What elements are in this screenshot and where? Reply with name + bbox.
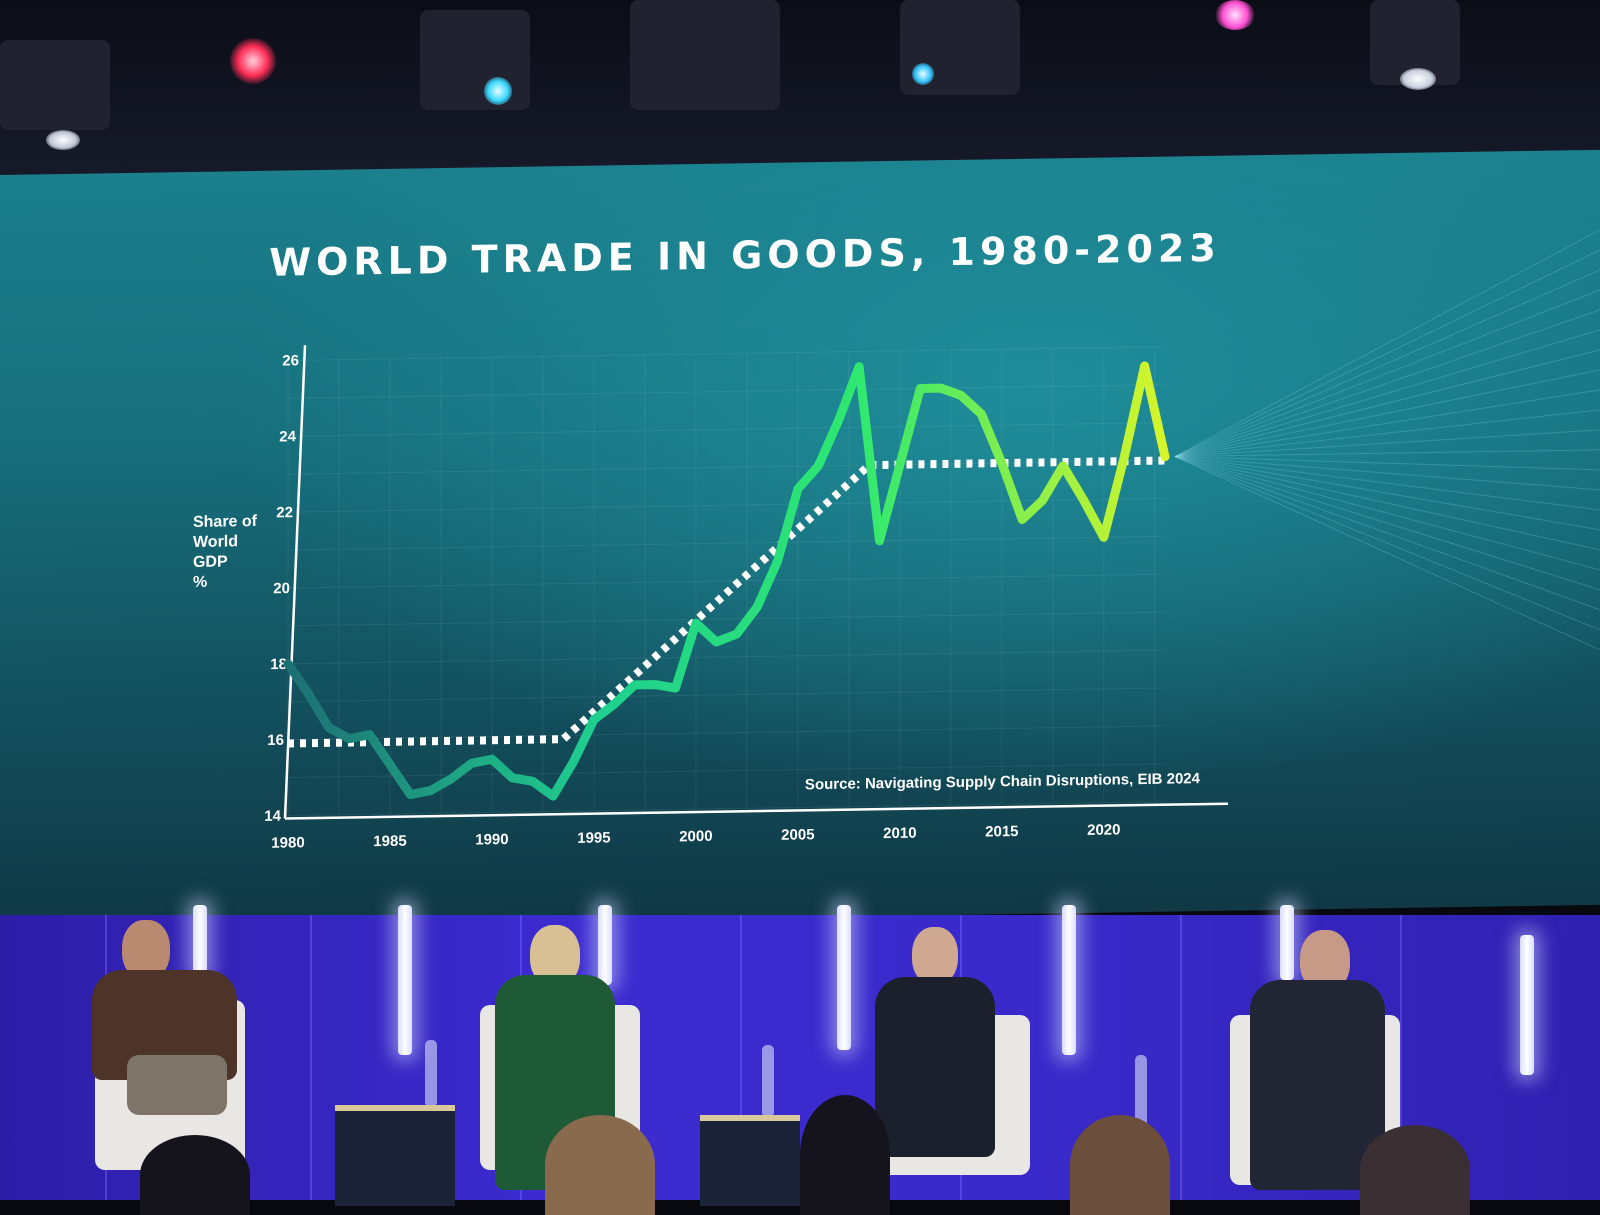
water-bottle <box>1135 1055 1147 1125</box>
decorative-ray <box>1174 456 1600 611</box>
y-tick-label: 16 <box>267 732 284 749</box>
panelist <box>92 915 242 1200</box>
x-axis-line <box>285 802 1228 820</box>
decorative-ray <box>1174 456 1600 491</box>
grid-line-horizontal <box>288 384 1165 399</box>
light-tube <box>193 905 207 975</box>
projection-screen: WORLD TRADE IN GOODS, 1980-2023 14 16 18 20… <box>0 149 1600 931</box>
stage-fixture <box>630 0 780 110</box>
x-tick-label: 2000 <box>679 828 712 846</box>
red-spotlight <box>230 38 276 84</box>
light-tube <box>1520 935 1534 1075</box>
audience-head <box>800 1095 890 1215</box>
decorative-ray <box>1174 289 1600 458</box>
x-tick-label: 2020 <box>1087 821 1120 839</box>
x-tick-label: 2015 <box>985 823 1018 841</box>
pink-spotlight <box>1215 0 1255 30</box>
x-tick-labels: 1980 1985 1990 1995 2000 2005 2010 2015 2020 <box>271 821 1120 851</box>
decorative-ray <box>1174 389 1600 458</box>
decorative-ray <box>1174 349 1600 458</box>
decorative-ray <box>1174 369 1600 458</box>
panel-seam <box>1400 915 1402 1200</box>
decorative-ray <box>1174 456 1600 591</box>
grid-line-horizontal <box>288 346 1165 361</box>
stage-fixture <box>420 10 530 110</box>
grid-line-horizontal <box>288 422 1165 437</box>
audience-head <box>140 1135 250 1215</box>
decorative-ray <box>1174 456 1600 511</box>
grid-line-horizontal <box>288 459 1165 475</box>
x-tick-label: 2010 <box>883 825 916 843</box>
audience-head <box>545 1115 655 1215</box>
source-note: Source: Navigating Supply Chain Disrupti… <box>805 770 1201 793</box>
light-tube <box>837 905 851 1050</box>
light-tube <box>598 905 612 985</box>
panel-seam <box>740 915 742 1200</box>
decorative-ray <box>1174 456 1600 651</box>
decorative-ray <box>1174 409 1600 458</box>
grid-line-horizontal <box>288 763 1165 779</box>
panel-seam <box>1180 915 1182 1200</box>
decorative-ray <box>1175 449 1600 458</box>
chart-title: WORLD TRADE IN GOODS, 1980-2023 <box>269 226 1221 285</box>
grid-line-horizontal <box>288 801 1165 816</box>
x-tick-label: 1980 <box>271 834 304 852</box>
y-tick-label: 26 <box>282 352 299 369</box>
x-tick-label: 1990 <box>475 831 508 849</box>
stage-fixture <box>0 40 110 130</box>
audience-head <box>1360 1125 1470 1215</box>
grid-line-horizontal <box>288 573 1165 589</box>
decorative-ray <box>1174 249 1600 457</box>
white-spotlight <box>46 130 80 150</box>
chart-grid <box>287 346 1165 816</box>
y-axis-label: Share of World GDP % <box>193 513 261 591</box>
grid-line-horizontal <box>288 649 1165 665</box>
decorative-ray <box>1174 456 1600 531</box>
y-tick-label: 14 <box>264 808 281 825</box>
light-tube <box>1062 905 1076 1055</box>
y-tick-label: 22 <box>276 504 293 521</box>
panelist <box>1200 915 1390 1200</box>
decorative-ray <box>1174 229 1600 457</box>
decorative-ray <box>1174 456 1600 551</box>
y-tick-label: 20 <box>273 580 290 597</box>
trend-line-dotted <box>288 456 1165 748</box>
y-tick-label: 18 <box>270 656 287 673</box>
side-table <box>700 1115 800 1206</box>
line-chart: WORLD TRADE IN GOODS, 1980-2023 14 16 18 20… <box>193 226 1600 852</box>
cyan-spotlight <box>912 63 934 85</box>
decorative-ray <box>1174 429 1600 458</box>
water-bottle <box>762 1045 774 1115</box>
light-tube <box>398 905 412 1055</box>
decorative-ray <box>1174 329 1600 458</box>
x-tick-label: 1995 <box>577 829 610 847</box>
x-tick-label: 1985 <box>373 833 406 851</box>
y-tick-label: 24 <box>279 428 296 445</box>
panelist <box>860 915 1010 1200</box>
water-bottle <box>425 1040 437 1105</box>
grid-line-horizontal <box>288 535 1165 551</box>
decorative-ray <box>1174 456 1600 471</box>
decorative-ray <box>1174 309 1600 458</box>
white-spotlight <box>1400 68 1436 90</box>
x-tick-label: 2005 <box>781 826 814 844</box>
grid-line-horizontal <box>288 725 1165 741</box>
stage-backdrop <box>0 905 1600 1215</box>
side-table <box>335 1105 455 1206</box>
decorative-ray <box>1174 269 1600 457</box>
audience-head <box>1070 1115 1170 1215</box>
grid-line-horizontal <box>288 611 1165 627</box>
grid-line-horizontal <box>288 687 1165 703</box>
decorative-rays <box>1174 229 1600 651</box>
light-tube <box>1280 905 1294 980</box>
y-tick-labels: 14 16 18 20 22 24 26 <box>264 352 299 825</box>
cyan-spotlight <box>484 77 512 105</box>
decorative-ray <box>1174 456 1600 631</box>
panel-seam <box>310 915 312 1200</box>
decorative-ray <box>1174 456 1600 571</box>
trade-share-line <box>283 361 1170 801</box>
